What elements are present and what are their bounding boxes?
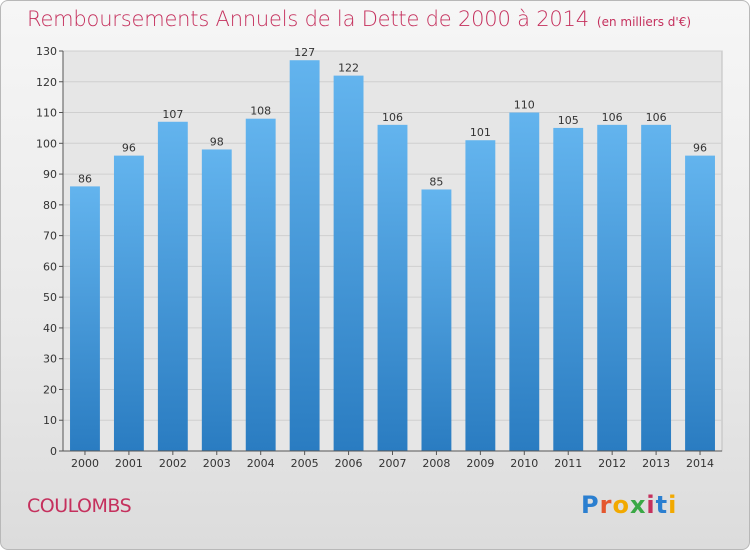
y-tick-label: 90 [43,168,57,181]
x-tick-label-2009: 2009 [466,457,494,470]
value-label-2006: 122 [338,62,359,75]
value-label-2002: 107 [162,108,183,121]
logo-letter: i [668,491,678,519]
bar-2009 [465,140,496,451]
x-tick-label-2014: 2014 [686,457,714,470]
value-label-2011: 105 [558,114,579,127]
x-tick-label-2001: 2001 [115,457,143,470]
bar-2000 [70,186,100,451]
y-tick-label: 100 [36,137,57,150]
y-tick-label: 0 [50,445,57,458]
y-tick-label: 50 [43,291,57,304]
logo-letter: x [629,491,647,519]
x-tick-label-2007: 2007 [379,457,407,470]
bar-2007 [377,124,408,451]
logo-letter: o [612,491,630,519]
x-tick-label-2000: 2000 [71,457,99,470]
logo-letter: t [655,491,669,519]
x-tick-label-2006: 2006 [335,457,363,470]
x-tick-label-2010: 2010 [510,457,538,470]
bar-2002 [157,121,188,452]
bar-2012 [597,124,628,451]
value-label-2012: 106 [602,111,623,124]
bars [70,60,715,452]
logo-letter: r [599,491,613,519]
y-axis-ticks: 0 10 20 30 40 50 60 70 80 90 100 110 120 130 [36,45,63,458]
value-label-2004: 108 [250,105,271,118]
value-label-2007: 106 [382,111,403,124]
value-label-2005: 127 [294,46,315,59]
y-tick-label: 10 [43,414,57,427]
bar-2008 [421,189,452,451]
bar-2014 [685,155,715,451]
y-tick-label: 60 [43,260,57,273]
x-tick-label-2008: 2008 [422,457,450,470]
y-tick-label: 130 [36,45,57,58]
y-tick-label: 110 [36,107,57,120]
value-label-2013: 106 [646,111,667,124]
bar-2003 [201,149,232,451]
x-tick-label-2002: 2002 [159,457,187,470]
x-tick-label-2003: 2003 [203,457,231,470]
bar-2010 [509,112,540,452]
logo-letter: P [581,491,600,519]
value-label-2000: 86 [78,172,92,185]
x-tick-label-2005: 2005 [291,457,319,470]
x-axis-ticks: 2000 2001 2002 2003 2004 2005 2006 2007 2008 2009… [71,451,714,470]
bar-2011 [553,127,584,451]
value-label-2001: 96 [122,142,136,155]
y-tick-label: 120 [36,76,57,89]
value-label-2009: 101 [470,126,491,139]
chart-subtitle: (en milliers d'€) [596,15,692,29]
proxiti-logo[interactable]: Proxiti [581,491,677,519]
logo-letter: i [646,491,656,519]
bar-2005 [289,60,320,451]
bar-2013 [641,124,672,451]
value-label-2014: 96 [693,142,707,155]
x-tick-label-2011: 2011 [554,457,582,470]
value-label-2003: 98 [210,135,224,148]
chart-title-row: Remboursements Annuels de la Dette de 20… [27,7,691,31]
value-label-2010: 110 [514,99,535,112]
value-labels: 86 96 107 98 108 127 122 106 85 101 110 105 106 106 96 [78,46,707,188]
bar-2004 [245,118,276,451]
y-tick-label: 40 [43,322,57,335]
commune-name: COULOMBS [27,495,132,517]
y-tick-label: 30 [43,353,57,366]
value-label-2008: 85 [429,175,443,188]
y-tick-label: 80 [43,199,57,212]
y-tick-label: 70 [43,230,57,243]
bar-2001 [113,155,144,451]
x-tick-label-2012: 2012 [598,457,626,470]
x-tick-label-2013: 2013 [642,457,670,470]
x-tick-label-2004: 2004 [247,457,275,470]
y-tick-label: 20 [43,383,57,396]
chart-title: Remboursements Annuels de la Dette de 20… [27,7,589,31]
bar-2006 [333,75,364,451]
